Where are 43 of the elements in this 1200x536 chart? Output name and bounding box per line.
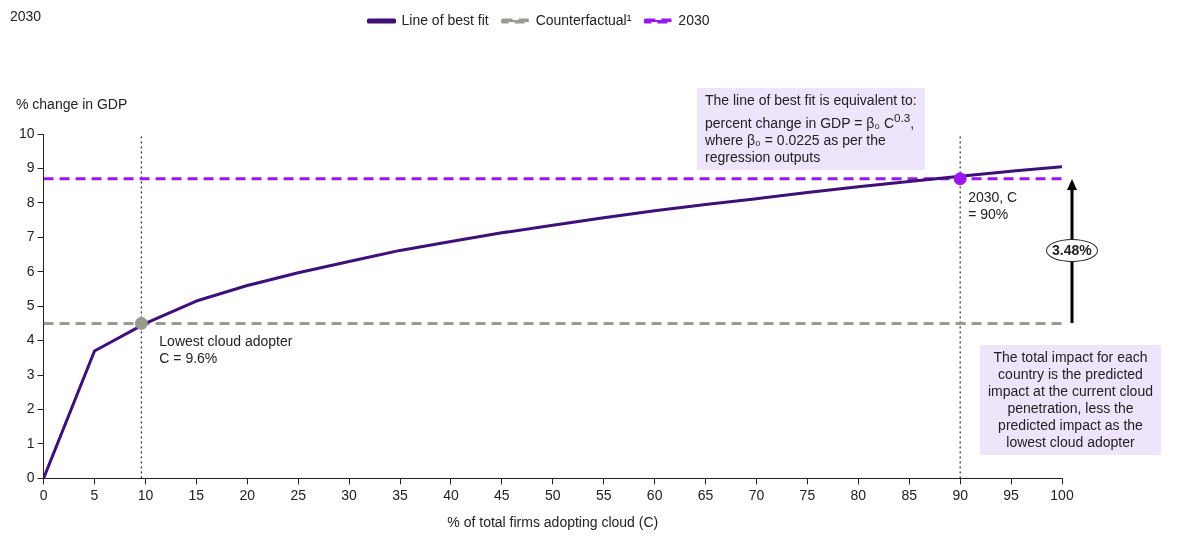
x-tick-label: 100 <box>1050 486 1074 503</box>
y-tick-label: 3 <box>26 365 35 382</box>
x-tick-label: 70 <box>748 486 765 503</box>
annotation: The total impact for each country is the predicted impact at the current cloud penetration, less the predicted impact as the lowest cloud adopter <box>980 345 1161 455</box>
y-tick-label: 5 <box>26 297 35 314</box>
y-tick-label: 1 <box>26 434 35 451</box>
x-tick-label: 75 <box>799 486 816 503</box>
x-tick-label: 30 <box>341 486 358 503</box>
legend-label: Counterfactual¹ <box>535 11 632 28</box>
x-tick-label: 55 <box>595 486 612 503</box>
y-axis-title: % change in GDP <box>16 96 128 113</box>
x-tick-label: 80 <box>850 486 867 503</box>
text: The line of best fit is equivalent to: percent change in GDP = β₀ C$^{0.3}$, where β₀ = 0.0225 as per the regression outputs <box>705 92 917 165</box>
annotation: Lowest cloud adopter C = 9.6% <box>159 333 293 368</box>
y-tick-label: 9 <box>26 159 35 176</box>
x-tick-label: 50 <box>545 486 561 503</box>
x-tick-label: 0 <box>39 486 48 503</box>
y-tick-label: 7 <box>26 228 35 245</box>
x-tick-label: 25 <box>290 486 307 503</box>
x-tick-label: 35 <box>392 486 409 503</box>
annotation: 3.48% <box>1046 239 1098 263</box>
x-tick-label: 45 <box>494 486 510 503</box>
x-tick-label: 65 <box>697 486 714 503</box>
x-tick-label: 15 <box>188 486 205 503</box>
y-tick-label: 6 <box>26 262 35 279</box>
y-tick-label: 0 <box>26 469 35 486</box>
legend-label: Line of best fit <box>401 11 489 28</box>
x-tick-label: 60 <box>646 486 663 503</box>
y-tick-label: 2 <box>26 400 35 417</box>
x-tick-label: 95 <box>1003 486 1020 503</box>
legend-label: 2030 <box>678 11 710 28</box>
x-axis-title: % of total firms adopting cloud (C) <box>447 514 659 531</box>
y-tick-label: 4 <box>26 331 35 348</box>
x-tick-label: 5 <box>90 486 99 503</box>
x-tick-label: 10 <box>137 486 154 503</box>
y-tick-label: 8 <box>26 193 35 210</box>
x-tick-label: 90 <box>952 486 969 503</box>
annotation: 2030, C = 90% <box>968 188 1018 223</box>
chart-title: 2030 <box>10 8 42 25</box>
x-tick-label: 40 <box>443 486 459 503</box>
y-tick-label: 10 <box>18 124 35 141</box>
x-tick-label: 20 <box>239 486 256 503</box>
x-tick-label: 85 <box>901 486 918 503</box>
